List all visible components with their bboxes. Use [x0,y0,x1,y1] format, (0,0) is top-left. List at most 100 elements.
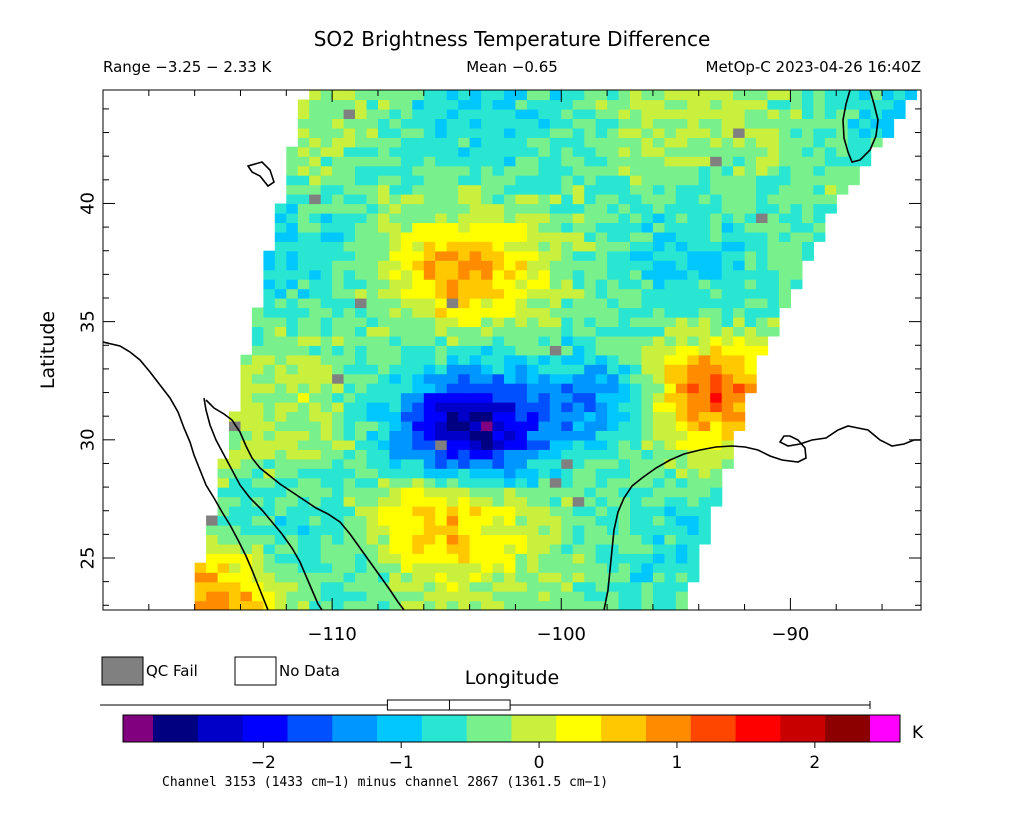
data-cell [698,326,711,337]
data-cell [733,383,746,394]
data-cell [710,326,723,337]
data-cell [618,458,631,469]
data-cell [733,175,746,186]
data-cell [824,90,837,91]
data-cell [721,90,734,91]
data-cell [549,250,562,261]
data-cell [710,468,723,479]
data-cell [366,392,379,403]
data-cell [504,307,517,318]
data-cell [630,524,643,535]
data-cell [389,515,402,526]
data-cell [641,420,654,431]
data-cell [492,288,505,299]
data-cell [721,354,734,365]
colorbar-segment [242,715,288,742]
data-cell [274,534,287,545]
data-cell [297,316,310,327]
data-cell [733,184,746,195]
data-cell [343,345,356,356]
data-cell [744,298,757,309]
data-cell [572,439,585,450]
data-cell [836,127,849,138]
data-cell [515,468,528,479]
data-cell [584,449,597,460]
header-source: MetOp-C 2023-04-26 16:40Z [706,58,921,76]
data-cell [320,402,333,413]
data-cell [584,241,597,252]
data-cell [251,534,264,545]
data-cell [744,354,757,365]
data-cell [744,165,757,176]
data-cell [458,383,471,394]
data-cell [687,260,700,271]
data-cell [549,165,562,176]
data-cell [504,345,517,356]
data-cell [251,562,264,573]
data-cell [297,99,310,110]
data-cell [607,90,620,91]
data-cell [332,506,345,517]
data-cell [790,137,803,148]
data-cell [710,430,723,441]
data-cell [607,146,620,157]
data-cell [801,212,814,223]
data-cell [561,222,574,233]
data-cell [584,279,597,290]
data-cell [297,307,310,318]
data-cell [630,288,643,299]
data-cell [744,212,757,223]
data-cell [664,194,677,205]
data-cell [607,345,620,356]
data-cell [332,260,345,271]
data-cell [355,449,368,460]
data-cell [595,534,608,545]
data-cell [607,156,620,167]
data-cell [595,402,608,413]
plot-frame [102,89,922,611]
data-cell [366,212,379,223]
data-cell [423,591,436,602]
data-cell [240,543,253,554]
data-cell [446,543,459,554]
data-cell [366,449,379,460]
data-cell [469,411,482,422]
data-cell [366,543,379,554]
data-cell [343,250,356,261]
data-cell [687,90,700,91]
data-cell [549,156,562,167]
data-cell [389,534,402,545]
data-cell [675,439,688,450]
data-cell [492,250,505,261]
data-cell [756,326,769,337]
data-cell [400,581,413,592]
data-cell [893,90,906,91]
data-cell [538,279,551,290]
data-cell [423,307,436,318]
data-cell [710,439,723,450]
data-cell [584,345,597,356]
data-cell [641,137,654,148]
data-cell [297,468,310,479]
data-cell [836,146,849,157]
data-cell [607,553,620,564]
data-cell [721,90,734,101]
data-cell [320,222,333,233]
data-cell [492,515,505,526]
data-cell [744,241,757,252]
data-cell [320,373,333,384]
data-cell [217,458,230,469]
data-cell [584,506,597,517]
data-cell [400,279,413,290]
data-cell [538,477,551,488]
data-cell [710,392,723,403]
data-cell [767,307,780,318]
data-cell [423,212,436,223]
data-cell [355,402,368,413]
data-cell [687,194,700,205]
data-cell [687,420,700,431]
data-cell [400,127,413,138]
data-cell [458,364,471,375]
data-cell [297,449,310,460]
data-cell [481,250,494,261]
